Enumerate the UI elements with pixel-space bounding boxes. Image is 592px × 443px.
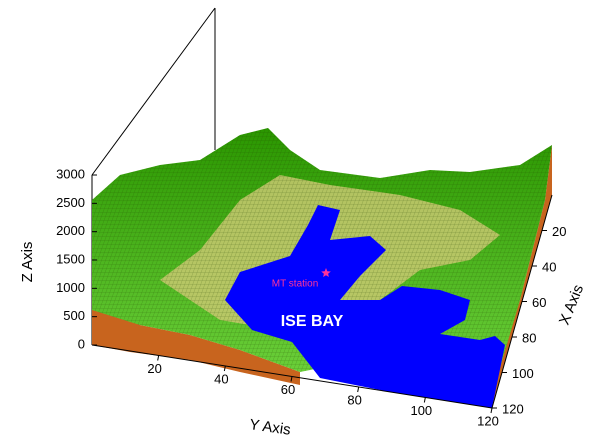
annotation: MT station — [272, 279, 319, 290]
chart: 0 500 1000 1500 2000 2500 3000 20 40 60 80 100 120 20… — [0, 0, 592, 443]
x-tick-label: 80 — [522, 330, 536, 345]
y-axis-title: Y Axis — [248, 416, 291, 439]
page: 0 500 1000 1500 2000 2500 3000 20 40 60 80 100 120 20… — [0, 0, 592, 443]
z-tick-label: 0 — [78, 336, 85, 351]
y-tick-label: 60 — [281, 382, 295, 397]
box-edge — [92, 8, 215, 175]
x-tick-label: 60 — [532, 295, 546, 310]
x-axis-title: X Axis — [556, 282, 587, 327]
z-tick-label: 1000 — [56, 280, 85, 295]
y-tick — [491, 408, 492, 413]
x-tick-label: 40 — [542, 259, 556, 274]
y-tick-label: 100 — [410, 403, 432, 418]
y-tick-label: 80 — [347, 392, 361, 407]
x-tick-label: 120 — [502, 401, 524, 416]
y-tick — [424, 398, 425, 403]
z-tick-label: 2000 — [56, 223, 85, 238]
x-tick-label: 20 — [552, 224, 566, 239]
y-tick-label: 20 — [147, 361, 161, 376]
z-tick-label: 3000 — [56, 166, 85, 181]
z-axis-title: Z Axis — [19, 242, 36, 283]
z-tick-label: 2500 — [56, 195, 85, 210]
y-tick — [158, 356, 159, 361]
y-tick — [358, 387, 359, 392]
y-tick-label: 40 — [214, 371, 228, 386]
z-tick-label: 500 — [63, 308, 85, 323]
annotation: ISE BAY — [281, 313, 344, 330]
z-tick-label: 1500 — [56, 251, 85, 266]
x-tick-label: 100 — [512, 366, 534, 381]
y-tick-label: 120 — [477, 413, 499, 428]
